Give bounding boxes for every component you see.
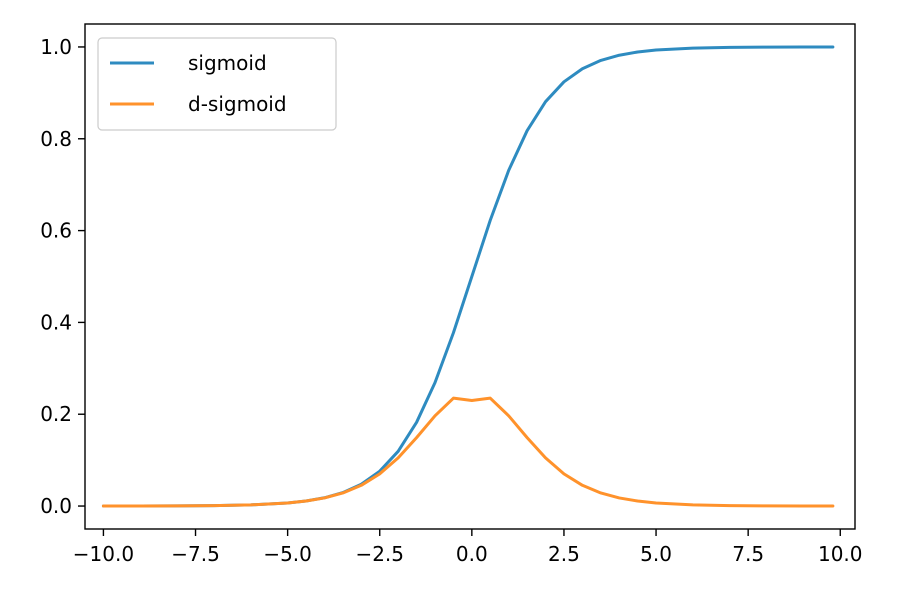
x-tick-label: −10.0 xyxy=(73,542,134,566)
y-tick-label: 0.4 xyxy=(40,310,72,334)
x-tick-label: 10.0 xyxy=(818,542,863,566)
x-tick-label: 7.5 xyxy=(732,542,764,566)
y-tick-label: 0.6 xyxy=(40,219,72,243)
x-tick-label: −5.0 xyxy=(263,542,312,566)
y-tick-label: 0.2 xyxy=(40,402,72,426)
series-line-d-sigmoid xyxy=(101,396,835,508)
legend-label-d-sigmoid: d-sigmoid xyxy=(188,92,287,116)
x-tick-label: 0.0 xyxy=(456,542,488,566)
series-layer xyxy=(101,45,835,508)
x-tick-label: 5.0 xyxy=(640,542,672,566)
x-tick-label: −7.5 xyxy=(171,542,220,566)
y-tick-label: 1.0 xyxy=(40,35,72,59)
x-tick-label: 2.5 xyxy=(548,542,580,566)
x-axis: −10.0 −7.5 −5.0 −2.5 0.0 2.5 5.0 7.5 10.0 xyxy=(73,529,863,566)
legend-label-sigmoid: sigmoid xyxy=(188,51,267,75)
y-tick-label: 0.8 xyxy=(40,127,72,151)
y-tick-label: 0.0 xyxy=(40,494,72,518)
legend-box xyxy=(97,37,337,131)
plot-area-frame xyxy=(84,23,856,530)
legend: sigmoid d-sigmoid xyxy=(97,37,337,131)
x-tick-label: −2.5 xyxy=(355,542,404,566)
y-axis: 0.0 0.2 0.4 0.6 0.8 1.0 xyxy=(40,35,85,518)
